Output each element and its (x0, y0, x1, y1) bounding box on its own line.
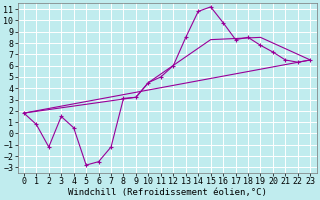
X-axis label: Windchill (Refroidissement éolien,°C): Windchill (Refroidissement éolien,°C) (68, 188, 267, 197)
